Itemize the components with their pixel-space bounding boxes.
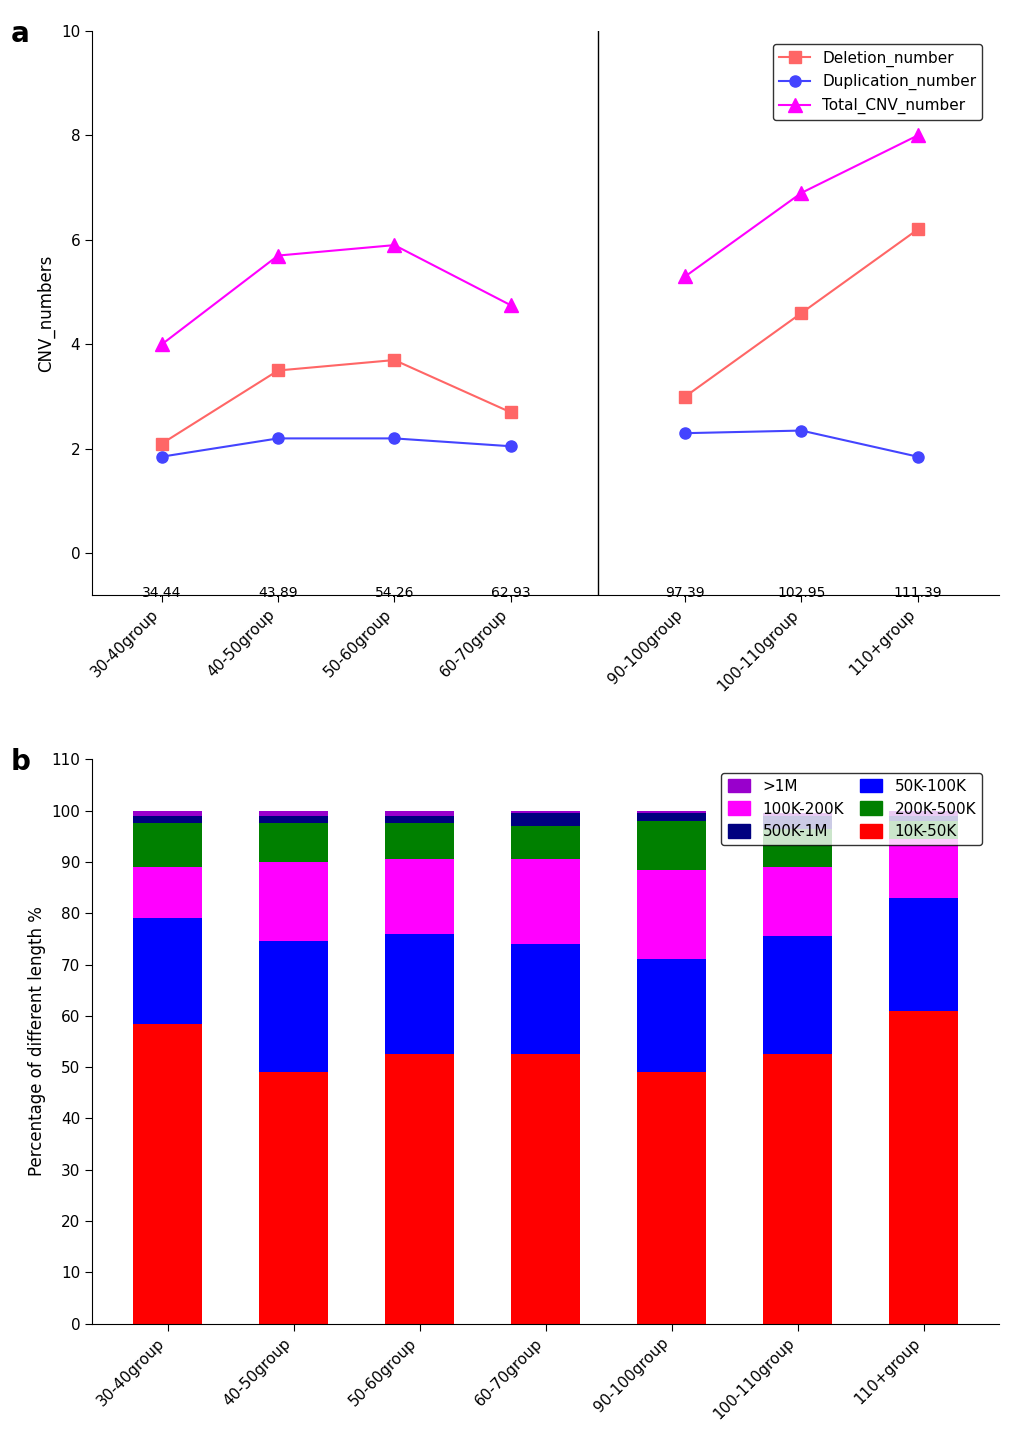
Bar — [384, 860, 453, 934]
Bar — [888, 815, 957, 821]
Line: Deletion_number: Deletion_number — [156, 355, 516, 449]
Bar — [762, 1055, 832, 1323]
Text: 43.89: 43.89 — [258, 586, 298, 600]
Total_CNV_number — [388, 237, 400, 254]
Text: 102.95: 102.95 — [776, 586, 824, 600]
Bar — [259, 941, 328, 1072]
Bar — [636, 1072, 705, 1323]
Text: a: a — [10, 20, 30, 48]
Bar — [888, 838, 957, 898]
Bar — [384, 824, 453, 860]
Bar — [384, 1055, 453, 1323]
Duplication_number — [156, 447, 168, 465]
Bar — [511, 1055, 580, 1323]
Total_CNV_number — [156, 336, 168, 354]
Legend: >1M, 100K-200K, 500K-1M, 50K-100K, 200K-500K, 10K-50K: >1M, 100K-200K, 500K-1M, 50K-100K, 200K-… — [720, 772, 981, 846]
Line: Total_CNV_number: Total_CNV_number — [155, 238, 517, 351]
Text: 62.93: 62.93 — [490, 586, 530, 600]
Bar — [762, 937, 832, 1055]
Bar — [511, 944, 580, 1055]
Bar — [259, 824, 328, 861]
Bar — [132, 1023, 202, 1323]
Bar — [384, 815, 453, 824]
Bar — [762, 828, 832, 867]
Text: 97.39: 97.39 — [664, 586, 704, 600]
Bar — [132, 867, 202, 918]
Bar — [511, 814, 580, 825]
Bar — [636, 960, 705, 1072]
Bar — [762, 867, 832, 937]
Bar — [762, 814, 832, 815]
Bar — [888, 1010, 957, 1323]
Bar — [511, 860, 580, 944]
Legend: Deletion_number, Duplication_number, Total_CNV_number: Deletion_number, Duplication_number, Tot… — [772, 45, 981, 120]
Text: 111.39: 111.39 — [893, 586, 942, 600]
Text: 34.44: 34.44 — [142, 586, 181, 600]
Total_CNV_number — [272, 247, 284, 264]
Bar — [888, 811, 957, 815]
Text: 54.26: 54.26 — [374, 586, 414, 600]
Bar — [636, 814, 705, 821]
Bar — [384, 934, 453, 1055]
Bar — [636, 821, 705, 870]
Deletion_number — [272, 362, 284, 380]
Deletion_number — [388, 352, 400, 369]
Bar — [132, 824, 202, 867]
Bar — [132, 918, 202, 1023]
Bar — [259, 861, 328, 941]
Duplication_number — [272, 430, 284, 447]
Bar — [762, 815, 832, 828]
Duplication_number — [388, 430, 400, 447]
Bar — [511, 825, 580, 860]
Bar — [636, 811, 705, 814]
Bar — [132, 815, 202, 824]
Bar — [132, 811, 202, 815]
Deletion_number — [504, 404, 517, 421]
Bar — [636, 870, 705, 960]
Bar — [259, 811, 328, 815]
Bar — [384, 811, 453, 815]
Duplication_number — [504, 437, 517, 455]
Bar — [259, 815, 328, 824]
Bar — [259, 1072, 328, 1323]
Y-axis label: CNV_numbers: CNV_numbers — [37, 254, 55, 372]
Bar — [511, 811, 580, 814]
Text: b: b — [10, 747, 31, 776]
Bar — [888, 821, 957, 838]
Bar — [888, 898, 957, 1010]
Deletion_number — [156, 434, 168, 452]
Total_CNV_number — [504, 296, 517, 313]
Y-axis label: Percentage of different length %: Percentage of different length % — [28, 906, 46, 1176]
Line: Duplication_number: Duplication_number — [156, 433, 516, 462]
